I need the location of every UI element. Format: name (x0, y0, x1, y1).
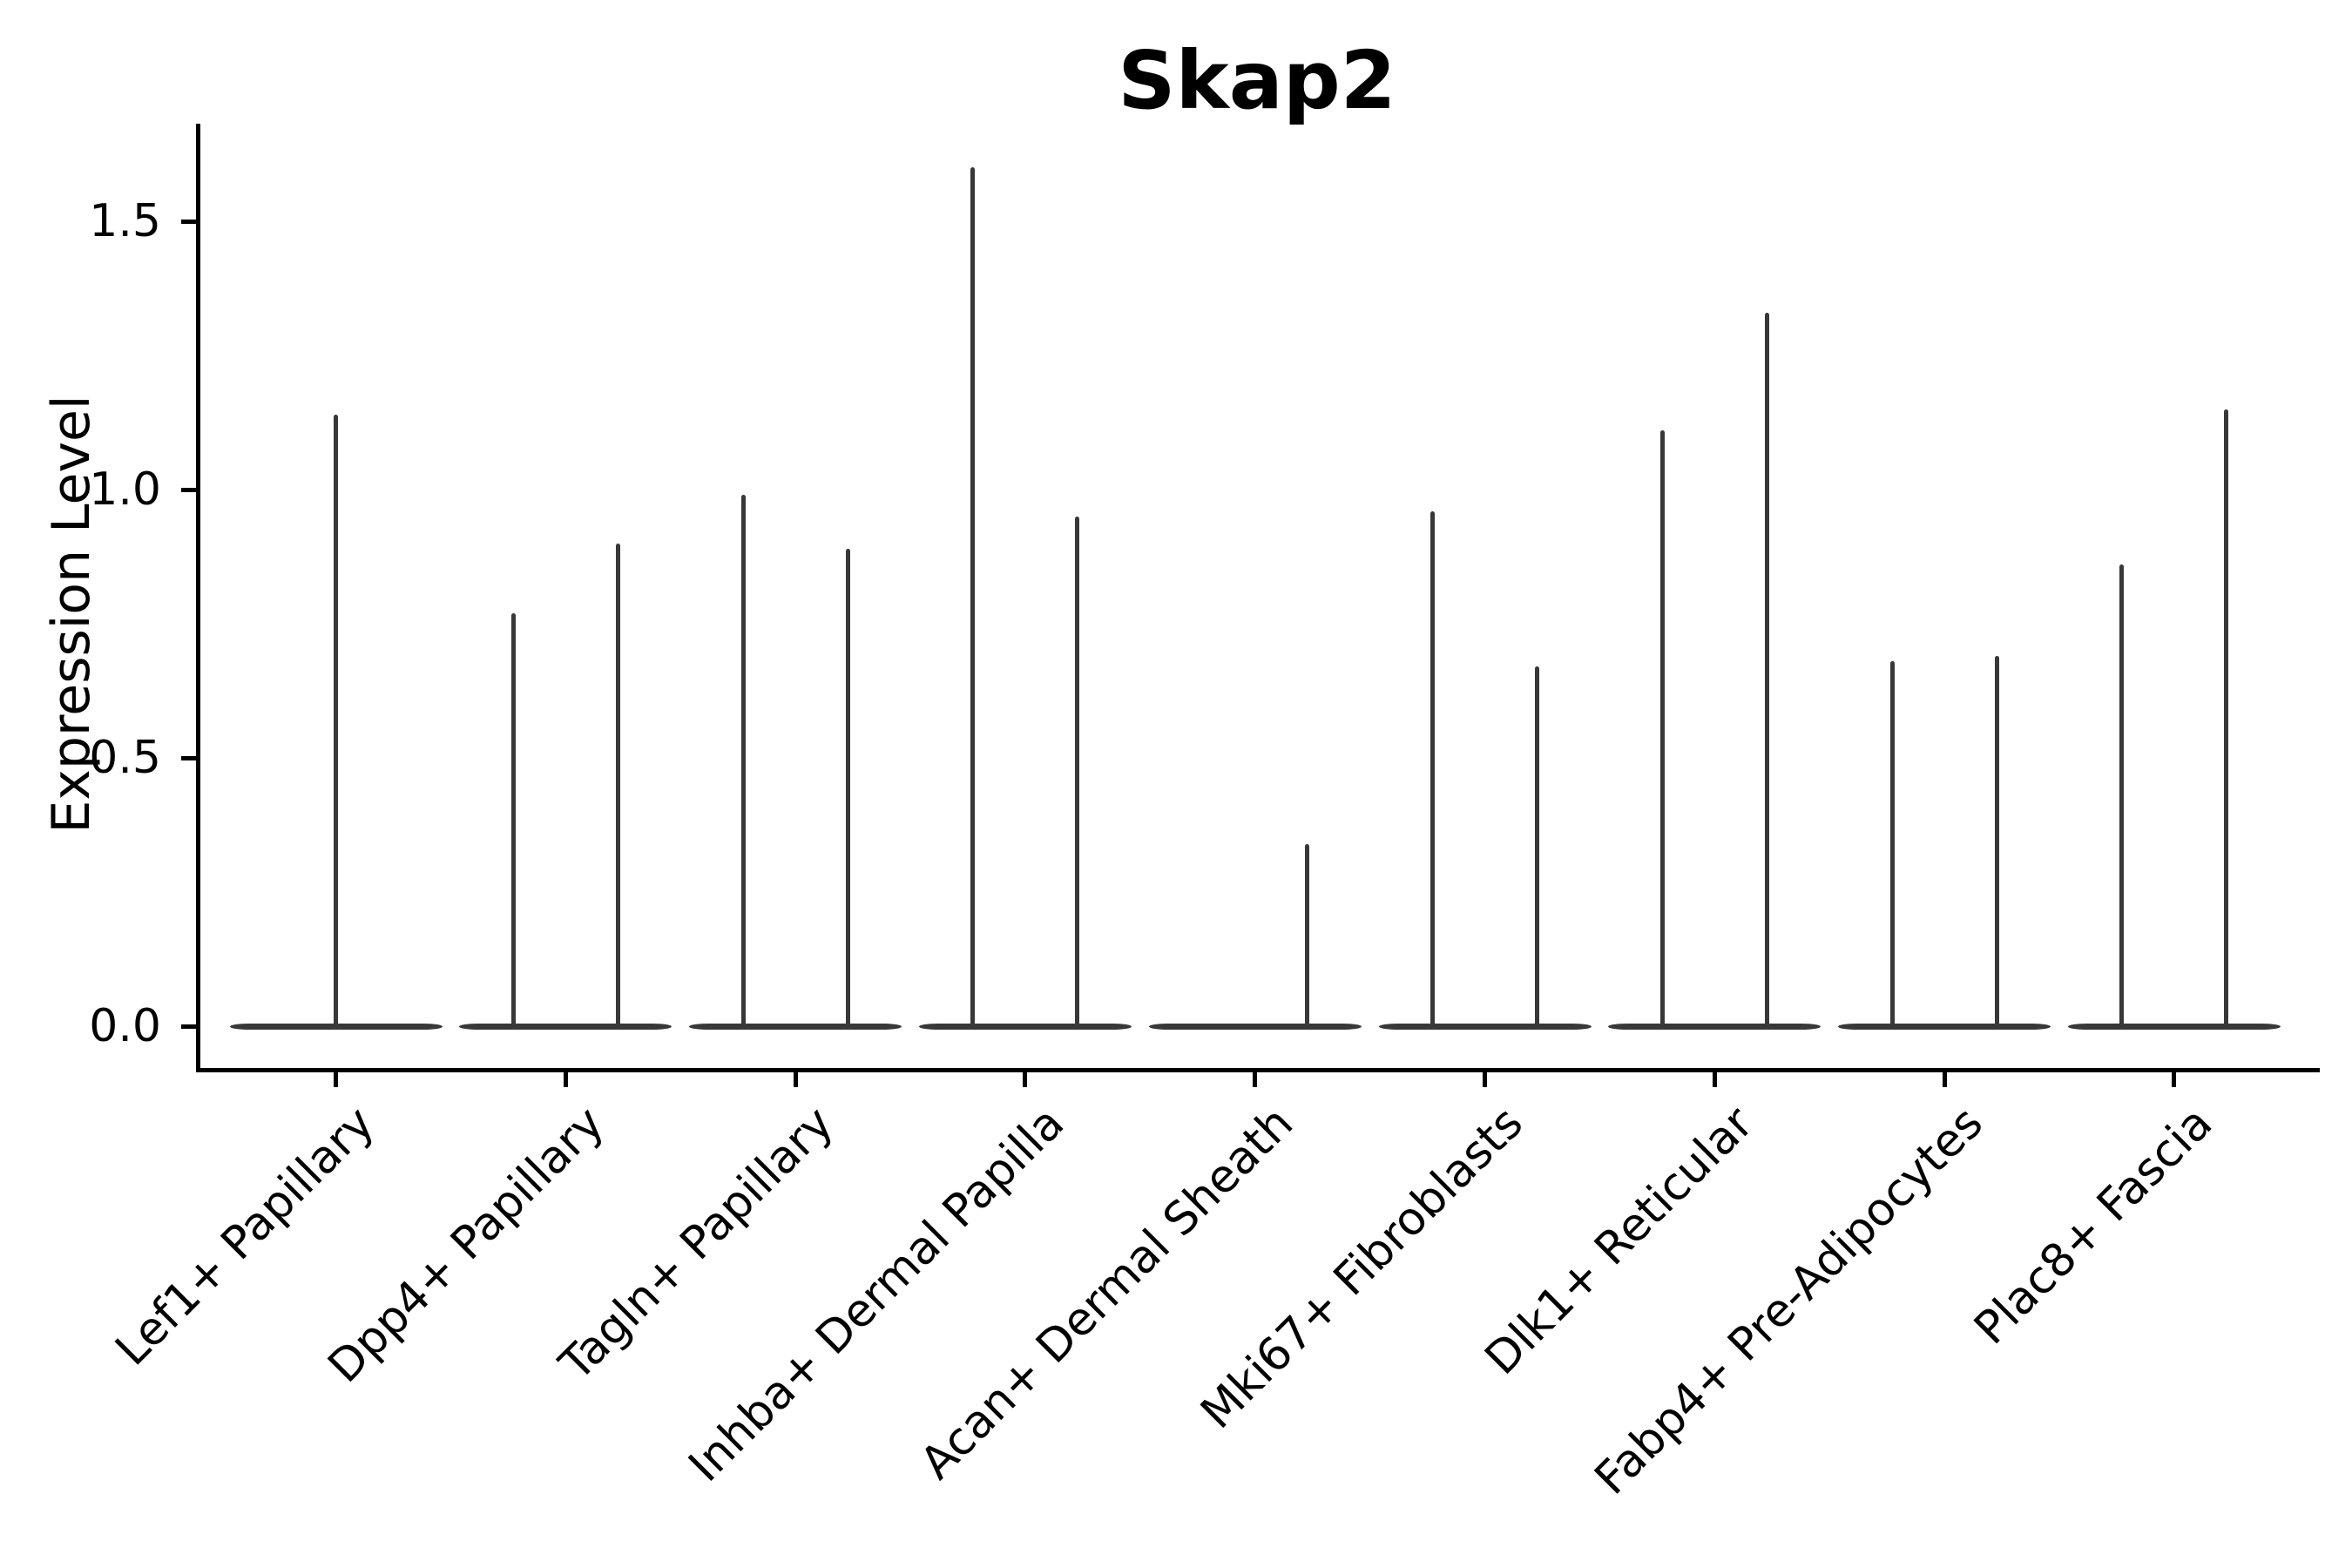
y-tick-label: 0.0 (89, 1000, 161, 1052)
x-tick-mark (1253, 1071, 1258, 1087)
violin-base (1148, 1023, 1362, 1030)
violin-spike (1305, 843, 1310, 1026)
y-tick-label: 1.5 (89, 195, 161, 247)
violin-spike (2119, 564, 2125, 1026)
x-tick-mark (793, 1071, 798, 1087)
violin-base (1838, 1023, 2051, 1030)
violin-spike (1535, 666, 1539, 1026)
y-tick-label: 1.0 (89, 463, 161, 516)
violin-base (918, 1023, 1132, 1030)
y-axis-spine (195, 124, 200, 1072)
x-category-label: Fabp4+ Pre-Adipocytes (1585, 1096, 1993, 1505)
violin-base (2067, 1023, 2281, 1030)
chart-title: Skap2 (1118, 34, 1396, 127)
x-tick-mark (2172, 1071, 2177, 1087)
violin-base (459, 1023, 672, 1030)
violin-spike (845, 548, 850, 1026)
y-tick-mark (180, 755, 196, 760)
x-category-label: Acan+ Dermal Sheath (910, 1096, 1304, 1490)
violin-spike (334, 414, 338, 1026)
x-tick-mark (1023, 1071, 1028, 1087)
violin-spike (510, 612, 516, 1026)
violin-base (1608, 1023, 1821, 1030)
violin-base (229, 1023, 443, 1030)
violin-base (689, 1023, 902, 1030)
x-tick-mark (1712, 1071, 1717, 1087)
y-tick-mark (180, 219, 196, 224)
violin-spike (970, 167, 976, 1026)
x-tick-mark (563, 1071, 568, 1087)
violin-spike (615, 543, 620, 1026)
y-tick-mark (180, 1024, 196, 1029)
x-category-label: Inhba+ Dermal Papilla (679, 1096, 1074, 1492)
violin-spike (1430, 510, 1435, 1026)
y-tick-mark (180, 487, 196, 492)
violin-spike (2224, 409, 2229, 1026)
violin-spike (1764, 312, 1769, 1026)
violin-spike (1659, 430, 1665, 1026)
violin-spike (1075, 516, 1080, 1026)
violin-spike (1889, 661, 1895, 1026)
x-category-label: Plac8+ Fascia (1964, 1096, 2223, 1355)
x-tick-mark (1942, 1071, 1947, 1087)
x-axis-spine (195, 1067, 2320, 1072)
violin-spike (740, 495, 746, 1026)
y-tick-label: 0.5 (89, 732, 161, 784)
violin-spike (1994, 655, 1999, 1026)
x-tick-mark (1483, 1071, 1487, 1087)
x-tick-mark (334, 1071, 338, 1087)
violin-base (1378, 1023, 1592, 1030)
